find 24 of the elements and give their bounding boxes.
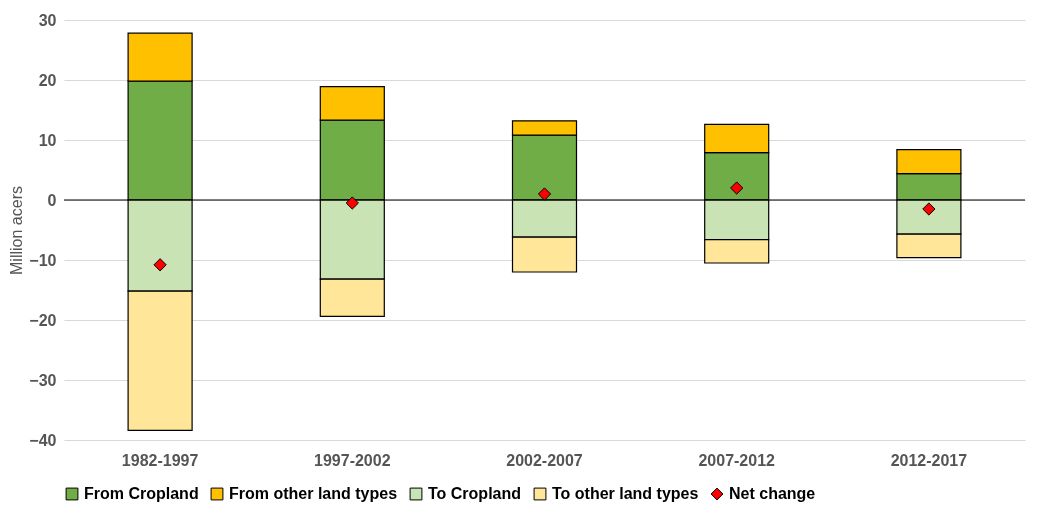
y-tick-label: 20 xyxy=(38,71,57,89)
y-tick-label: 10 xyxy=(38,131,57,149)
point xyxy=(922,202,936,216)
point xyxy=(153,258,167,272)
x-tick-label: 1997-2002 xyxy=(314,451,391,469)
legend-label: Net change xyxy=(729,485,816,502)
y-tick-label: −10 xyxy=(29,251,57,269)
y-tick-label: −20 xyxy=(29,311,57,329)
x-tick-label: 2002-2007 xyxy=(506,451,583,469)
legend-label: To Cropland xyxy=(428,485,522,502)
x-tick-label: 2007-2012 xyxy=(698,451,776,469)
legend-label: To other land types xyxy=(552,485,699,502)
x-tick-label: 2012-2017 xyxy=(890,451,968,469)
x-tick-label: 1982-1997 xyxy=(121,451,199,469)
y-tick-label: 30 xyxy=(38,11,57,29)
point xyxy=(537,187,552,201)
y-tick-label: 0 xyxy=(47,191,57,209)
point xyxy=(730,181,744,195)
legend-label: From other land types xyxy=(229,485,398,502)
y-axis-title: Million acers xyxy=(8,186,26,275)
point xyxy=(345,196,359,210)
y-tick-label: −30 xyxy=(29,371,57,389)
legend-label: From Cropland xyxy=(84,485,199,502)
y-tick-label: −40 xyxy=(29,431,57,449)
